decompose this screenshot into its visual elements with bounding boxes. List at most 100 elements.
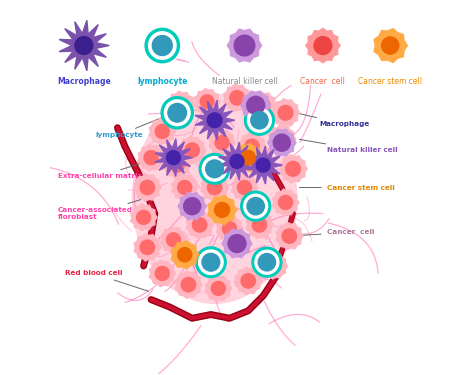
Circle shape [382, 37, 399, 54]
Text: Cancer stem cell: Cancer stem cell [358, 77, 422, 86]
Circle shape [241, 191, 271, 221]
Polygon shape [209, 129, 236, 156]
Polygon shape [186, 211, 213, 238]
Polygon shape [172, 174, 198, 201]
Circle shape [181, 278, 196, 292]
Circle shape [314, 37, 332, 54]
Polygon shape [228, 29, 262, 62]
Circle shape [185, 143, 200, 158]
Circle shape [228, 235, 246, 252]
Circle shape [155, 266, 169, 280]
Polygon shape [131, 204, 157, 231]
Polygon shape [306, 28, 340, 63]
Circle shape [234, 35, 255, 56]
Circle shape [183, 198, 201, 215]
Circle shape [168, 104, 187, 122]
Text: Red blood cell: Red blood cell [65, 270, 148, 291]
Polygon shape [374, 28, 407, 63]
Polygon shape [172, 241, 199, 269]
Circle shape [215, 136, 229, 150]
Circle shape [255, 250, 279, 274]
Polygon shape [167, 91, 195, 119]
Polygon shape [59, 20, 109, 71]
Circle shape [211, 281, 225, 296]
Circle shape [282, 229, 297, 243]
Circle shape [267, 259, 281, 273]
Polygon shape [268, 129, 296, 156]
Polygon shape [134, 174, 161, 201]
Circle shape [164, 100, 190, 126]
Circle shape [237, 180, 252, 195]
Polygon shape [178, 193, 206, 220]
Polygon shape [276, 222, 303, 250]
Polygon shape [175, 271, 202, 298]
Circle shape [241, 274, 255, 288]
Polygon shape [272, 99, 300, 127]
Circle shape [274, 132, 289, 146]
Polygon shape [208, 195, 237, 225]
Polygon shape [239, 133, 266, 160]
Polygon shape [241, 91, 271, 120]
Circle shape [178, 180, 191, 195]
Text: Cancer stem cell: Cancer stem cell [300, 184, 394, 190]
Polygon shape [194, 88, 220, 114]
Circle shape [196, 247, 226, 278]
Polygon shape [195, 100, 235, 140]
Polygon shape [219, 142, 256, 180]
Polygon shape [235, 144, 263, 172]
Circle shape [173, 98, 188, 113]
Circle shape [222, 222, 237, 236]
Circle shape [252, 217, 266, 232]
Text: lymphocyte: lymphocyte [137, 77, 187, 86]
Circle shape [245, 139, 259, 154]
Circle shape [247, 108, 272, 132]
Polygon shape [224, 84, 251, 111]
Polygon shape [246, 211, 273, 238]
Circle shape [256, 158, 270, 172]
Text: Extra-cellular matrix: Extra-cellular matrix [58, 162, 145, 179]
Polygon shape [164, 152, 191, 178]
Circle shape [207, 113, 222, 128]
Polygon shape [269, 125, 296, 153]
Circle shape [230, 154, 244, 168]
Circle shape [230, 91, 244, 105]
Circle shape [192, 217, 207, 232]
Circle shape [145, 28, 180, 63]
Text: Cancer-associated
fioroblast: Cancer-associated fioroblast [58, 200, 141, 220]
Polygon shape [138, 144, 164, 171]
Circle shape [137, 210, 151, 224]
Polygon shape [235, 267, 262, 295]
Polygon shape [279, 155, 307, 183]
Circle shape [256, 98, 270, 112]
Circle shape [166, 233, 181, 247]
Polygon shape [201, 174, 228, 201]
Circle shape [144, 151, 158, 165]
Circle shape [258, 254, 275, 271]
Text: lymphocyte: lymphocyte [95, 114, 171, 138]
Circle shape [278, 105, 293, 120]
Polygon shape [155, 139, 192, 177]
Circle shape [161, 97, 193, 129]
Circle shape [251, 112, 268, 129]
Circle shape [152, 36, 172, 56]
Circle shape [206, 160, 223, 178]
Text: Macrophage: Macrophage [266, 106, 369, 127]
Circle shape [140, 240, 155, 255]
Circle shape [199, 250, 223, 274]
Circle shape [201, 95, 214, 108]
Polygon shape [217, 215, 243, 242]
Circle shape [155, 124, 169, 138]
Circle shape [279, 195, 292, 210]
Circle shape [202, 254, 220, 271]
Polygon shape [134, 234, 161, 261]
Circle shape [246, 96, 264, 114]
Circle shape [241, 150, 255, 165]
Text: Cancer  cell: Cancer cell [292, 230, 374, 236]
Circle shape [170, 158, 184, 172]
Ellipse shape [132, 94, 297, 303]
Polygon shape [232, 174, 258, 201]
Circle shape [215, 202, 229, 217]
Circle shape [75, 37, 93, 54]
Polygon shape [149, 260, 176, 287]
Polygon shape [149, 118, 176, 145]
